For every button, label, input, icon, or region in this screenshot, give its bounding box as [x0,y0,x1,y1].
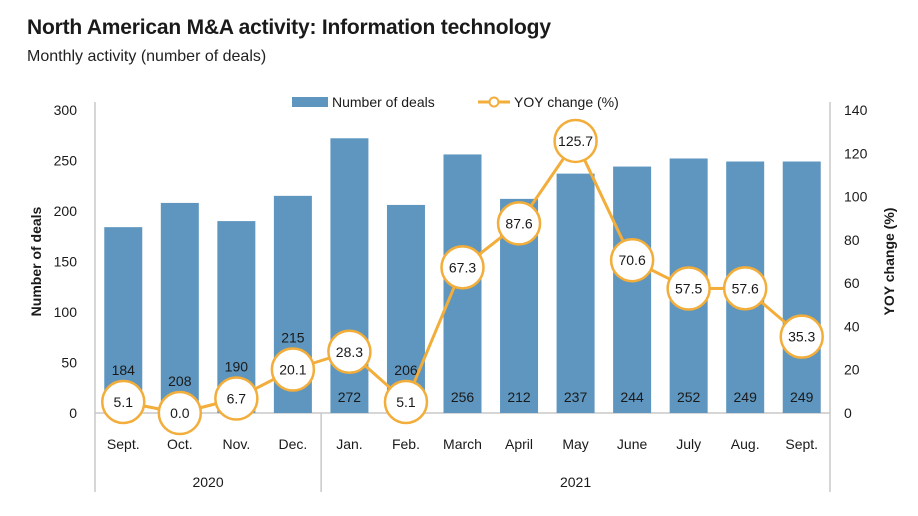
yoy-markers: 5.1 0.0 6.7 20.1 28.3 5.1 67.3 87.6 125.7 70.6 57.… [101,118,824,436]
right-tick-label: 140 [844,102,868,118]
yoy-marker [270,347,316,392]
x-tick-label: April [505,436,533,452]
left-tick-label: 150 [54,254,78,270]
yoy-value-label: 0.0 [170,405,190,421]
right-tick-label: 20 [844,362,860,378]
bar-value-label: 272 [338,389,362,405]
bar-value-label: 206 [394,362,418,378]
yoy-marker [157,390,203,436]
x-tick-label: Nov. [222,436,250,452]
legend-bar-label: Number of deals [332,94,435,110]
x-tick-label: Oct. [167,436,193,452]
legend: Number of deals YOY change (%) [292,94,619,110]
bar-value-label: 244 [620,389,644,405]
axes: 0 50 100 150 200 250 300 0 20 40 60 80 100 120 140 Numb… [28,102,897,492]
x-tick-label: June [617,436,648,452]
yoy-value-label: 35.3 [788,329,815,345]
left-tick-label: 250 [54,153,78,169]
bar-value-label: 184 [112,362,136,378]
bar-value-label: 208 [168,373,192,389]
yoy-value-label: 70.6 [618,252,645,268]
bar-labels: 184 208 190 215 272 206 256 212 237 244 252 249 249 [112,329,814,405]
x-tick-label: Sept. [107,436,140,452]
bar-value-label: 212 [507,389,531,405]
left-tick-label: 100 [54,304,78,320]
yoy-value-label: 20.1 [279,361,306,377]
legend-line-label: YOY change (%) [514,94,619,110]
yoy-marker [609,237,655,283]
chart-title: North American M&A activity: Information… [27,16,551,39]
bar [160,202,199,413]
yoy-value-label: 6.7 [227,390,247,406]
yoy-marker [383,379,429,425]
yoy-marker [779,314,824,359]
left-tick-label: 0 [69,405,77,421]
right-tick-label: 80 [844,232,860,248]
x-tick-label: Jan. [336,436,362,452]
x-tick-label: Feb. [392,436,420,452]
bar [556,173,595,413]
right-axis-title: YOY change (%) [881,208,897,316]
year-group-label: 2021 [560,474,591,490]
x-tick-label: May [562,436,588,452]
chart-subtitle: Monthly activity (number of deals) [27,48,267,65]
x-tick-label: Sept. [785,436,818,452]
x-tick-label: March [443,436,482,452]
bar [782,161,821,413]
x-tick-label: July [676,436,701,452]
bar-value-label: 256 [451,389,475,405]
yoy-value-label: 5.1 [396,394,416,410]
yoy-value-label: 87.6 [505,215,532,231]
bar-value-label: 215 [281,329,305,345]
right-tick-label: 40 [844,318,860,334]
yoy-value-label: 125.7 [558,133,593,149]
yoy-marker [440,245,485,290]
x-tick-label: Aug. [731,436,760,452]
legend-line-marker [488,96,500,108]
legend-bar-swatch [292,97,328,107]
yoy-marker [496,201,542,246]
left-tick-label: 200 [54,203,78,219]
yoy-marker [666,266,711,311]
yoy-marker [722,266,768,311]
left-tick-label: 50 [61,355,77,371]
right-tick-label: 120 [844,145,868,161]
right-tick-label: 100 [844,189,868,205]
bar-value-label: 249 [734,389,758,405]
right-tick-label: 0 [844,405,852,421]
bar-value-label: 237 [564,389,588,405]
bar-value-label: 249 [790,389,814,405]
yoy-marker [327,329,372,375]
bar-value-label: 190 [225,358,249,374]
yoy-value-label: 67.3 [449,259,476,275]
yoy-value-label: 5.1 [114,394,134,410]
left-tick-label: 300 [54,102,78,118]
x-tick-label: Dec. [278,436,307,452]
yoy-marker [101,379,146,425]
bar [386,204,425,413]
yoy-marker [214,376,259,421]
left-axis-title: Number of deals [28,206,44,316]
yoy-value-label: 28.3 [336,344,363,360]
yoy-value-label: 57.5 [675,281,702,297]
bar [613,166,652,413]
yoy-marker [553,118,598,164]
bar-value-label: 252 [677,389,701,405]
right-tick-label: 60 [844,275,860,291]
x-axis-labels: Sept. Oct. Nov. Dec. Jan. Feb. March April May Ju… [107,413,818,492]
yoy-value-label: 57.6 [732,280,759,296]
year-group-label: 2020 [192,474,223,490]
